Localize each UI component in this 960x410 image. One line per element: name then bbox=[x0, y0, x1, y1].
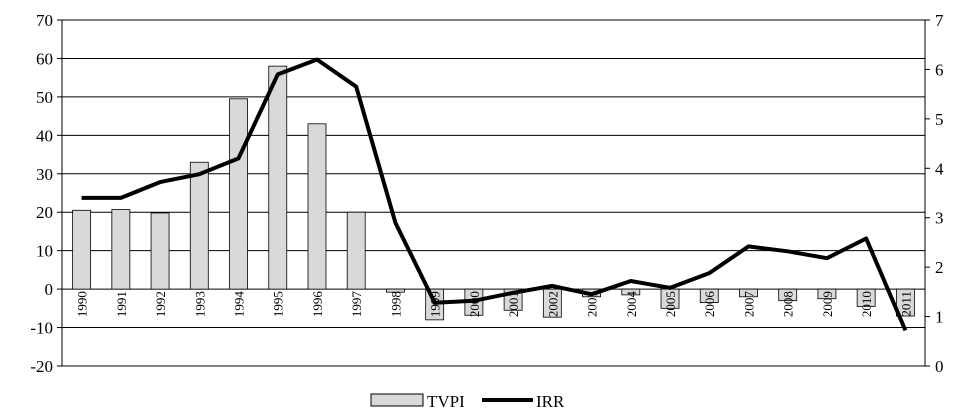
category-label: 2004 bbox=[624, 291, 639, 318]
category-label: 2009 bbox=[820, 291, 835, 317]
left-tick-label: 0 bbox=[45, 280, 54, 299]
tvpi-bar bbox=[542, 288, 562, 318]
category-label: 2003 bbox=[585, 291, 600, 317]
tvpi-bar bbox=[346, 211, 366, 290]
category-labels: 1990 1991 1992 1993 1994 1995 1996 1997 1998 1999… bbox=[75, 291, 914, 318]
tvpi-bar bbox=[229, 98, 248, 290]
axes: -20 -10 0 10 20 30 40 50 60 70 0 1 2 3 4 5 6 7 bbox=[30, 11, 944, 376]
tvpi-bar bbox=[856, 288, 876, 307]
category-label: 2000 bbox=[467, 291, 482, 317]
category-label: 1997 bbox=[349, 291, 364, 318]
category-label: 2011 bbox=[898, 291, 913, 317]
legend-irr-label: IRR bbox=[536, 392, 565, 410]
left-tick-label: -10 bbox=[30, 319, 53, 338]
left-tick-label: 40 bbox=[36, 126, 53, 145]
category-label: 1993 bbox=[192, 291, 207, 317]
right-tick-label: 1 bbox=[935, 308, 944, 327]
tvpi-bar bbox=[307, 123, 327, 290]
right-tick-label: 0 bbox=[935, 357, 944, 376]
right-tick-label: 5 bbox=[935, 110, 944, 129]
category-label: 1991 bbox=[114, 291, 129, 317]
category-label: 2002 bbox=[545, 291, 560, 317]
tvpi-bar bbox=[817, 288, 837, 300]
tvpi-bar bbox=[189, 161, 209, 290]
category-label: 1998 bbox=[388, 291, 403, 317]
category-label: 1994 bbox=[232, 291, 247, 318]
category-label: 1996 bbox=[310, 291, 325, 318]
tvpi-bar bbox=[699, 288, 719, 303]
legend: TVPI IRR bbox=[370, 392, 565, 410]
right-tick-label: 4 bbox=[935, 159, 944, 178]
right-tick-label: 7 bbox=[935, 11, 944, 30]
category-label: 2006 bbox=[702, 291, 717, 318]
tvpi-bar bbox=[386, 288, 405, 293]
legend-tvpi-label: TVPI bbox=[427, 392, 465, 410]
category-label: 2001 bbox=[506, 291, 521, 317]
tvpi-bar bbox=[895, 288, 915, 317]
left-tick-label: 60 bbox=[36, 49, 53, 68]
irr-series-line bbox=[81, 57, 908, 332]
left-tick-label: 30 bbox=[36, 165, 53, 184]
right-tick-label: 3 bbox=[935, 209, 944, 228]
left-tick-label: 20 bbox=[36, 203, 53, 222]
category-label: 2005 bbox=[663, 291, 678, 317]
tvpi-bar bbox=[268, 65, 288, 290]
legend-tvpi-swatch bbox=[370, 393, 424, 407]
category-label: 1990 bbox=[75, 291, 90, 317]
category-label: 2007 bbox=[741, 291, 756, 318]
left-tick-label: -20 bbox=[30, 357, 53, 376]
tvpi-bar bbox=[778, 288, 798, 302]
left-tick-label: 70 bbox=[36, 11, 53, 30]
right-tick-label: 2 bbox=[935, 258, 944, 277]
category-label: 1992 bbox=[153, 291, 168, 317]
left-tick-label: 10 bbox=[36, 242, 53, 261]
left-tick-label: 50 bbox=[36, 88, 53, 107]
tvpi-bar bbox=[72, 209, 92, 290]
category-label: 2008 bbox=[781, 291, 796, 317]
category-label: 1995 bbox=[271, 291, 286, 317]
tvpi-bars bbox=[72, 65, 915, 321]
tvpi-bar bbox=[111, 209, 131, 290]
category-label: 2010 bbox=[859, 291, 874, 317]
irr-line bbox=[81, 57, 908, 332]
tvpi-bar bbox=[739, 288, 758, 298]
tvpi-bar bbox=[150, 212, 170, 290]
tvpi-bar bbox=[621, 288, 641, 296]
right-tick-label: 6 bbox=[935, 60, 944, 79]
